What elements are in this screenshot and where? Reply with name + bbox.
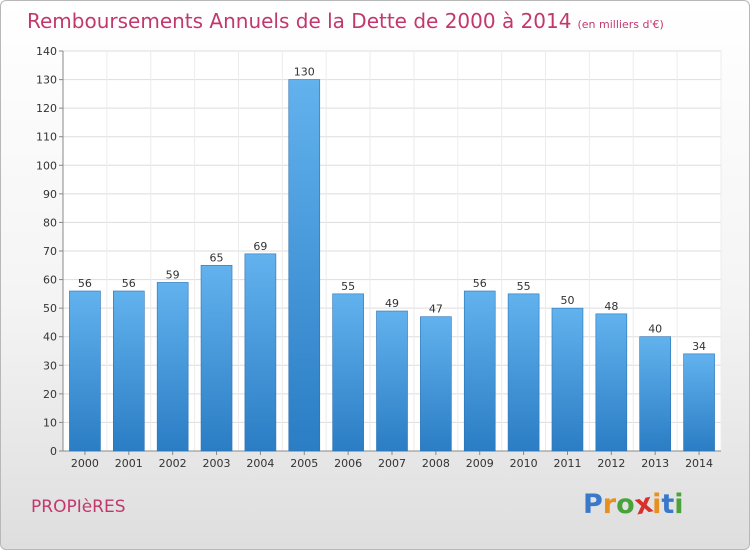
data-label: 65 xyxy=(210,251,224,264)
data-label: 130 xyxy=(294,66,315,79)
chart-title-main: Remboursements Annuels de la Dette de 20… xyxy=(27,9,572,33)
y-tick-label: 30 xyxy=(43,359,57,372)
x-tick-label: 2002 xyxy=(159,457,187,470)
bar xyxy=(332,293,364,452)
bar xyxy=(200,264,233,452)
data-label: 34 xyxy=(692,340,706,353)
x-tick-label: 2007 xyxy=(378,457,406,470)
y-tick-label: 50 xyxy=(43,302,57,315)
bars xyxy=(69,79,715,452)
x-tick-label: 2003 xyxy=(203,457,231,470)
bar xyxy=(244,253,277,452)
data-label: 56 xyxy=(78,277,92,290)
bar xyxy=(683,353,715,452)
data-label: 69 xyxy=(253,240,267,253)
data-label: 56 xyxy=(122,277,136,290)
x-tick-label: 2000 xyxy=(71,457,99,470)
bar xyxy=(376,310,408,452)
x-tick-label: 2006 xyxy=(334,457,362,470)
x-tick-label: 2010 xyxy=(510,457,538,470)
data-label: 55 xyxy=(341,280,355,293)
y-tick-label: 100 xyxy=(36,159,57,172)
bar xyxy=(639,336,672,452)
data-label: 59 xyxy=(166,268,180,281)
data-label: 55 xyxy=(517,280,531,293)
bar xyxy=(507,293,540,452)
y-tick-label: 120 xyxy=(36,102,57,115)
y-tick-label: 110 xyxy=(36,131,57,144)
bar xyxy=(113,290,145,452)
x-tick-label: 2009 xyxy=(466,457,494,470)
y-tick-label: 70 xyxy=(43,245,57,258)
logo-letter: o xyxy=(616,489,635,520)
y-tick-label: 90 xyxy=(43,188,57,201)
x-tick-label: 2008 xyxy=(422,457,450,470)
data-label: 56 xyxy=(473,277,487,290)
x-tick-label: 2011 xyxy=(553,457,581,470)
labels: 0 10 20 30 40 50 60 70 80 90 100 110 120 130 140 56 2000… xyxy=(36,45,713,470)
bar xyxy=(551,307,584,452)
data-label: 48 xyxy=(604,300,618,313)
commune-name: PROPIèRES xyxy=(31,497,126,517)
logo-letter: t xyxy=(661,489,675,520)
logo-letter: P xyxy=(583,489,603,520)
bar xyxy=(420,316,452,452)
data-label: 47 xyxy=(429,303,443,316)
y-tick-label: 10 xyxy=(43,416,57,429)
y-tick-label: 80 xyxy=(43,216,57,229)
y-tick-label: 130 xyxy=(36,74,57,87)
data-label: 40 xyxy=(648,323,662,336)
logo-letter: r xyxy=(602,489,617,520)
logo-letter: i xyxy=(674,489,684,520)
x-tick-label: 2004 xyxy=(246,457,274,470)
bar xyxy=(595,313,628,452)
proxiti-logo: Proxiti xyxy=(583,488,684,522)
bar xyxy=(69,290,101,452)
y-tick-label: 0 xyxy=(50,445,57,458)
chart-unit: (en milliers d'€) xyxy=(577,18,664,31)
logo-letter: i xyxy=(652,489,662,520)
x-tick-label: 2013 xyxy=(641,457,669,470)
data-label: 50 xyxy=(560,294,574,307)
x-tick-label: 2005 xyxy=(290,457,318,470)
data-label: 49 xyxy=(385,297,399,310)
x-tick-label: 2014 xyxy=(685,457,713,470)
x-tick-label: 2012 xyxy=(597,457,625,470)
chart-title: Remboursements Annuels de la Dette de 20… xyxy=(27,9,664,33)
y-tick-label: 140 xyxy=(36,45,57,58)
y-tick-label: 20 xyxy=(43,388,57,401)
bar xyxy=(288,79,321,452)
y-tick-label: 40 xyxy=(43,331,57,344)
x-tick-label: 2001 xyxy=(115,457,143,470)
bar xyxy=(463,290,496,452)
y-tick-label: 60 xyxy=(43,274,57,287)
bar xyxy=(156,282,189,452)
